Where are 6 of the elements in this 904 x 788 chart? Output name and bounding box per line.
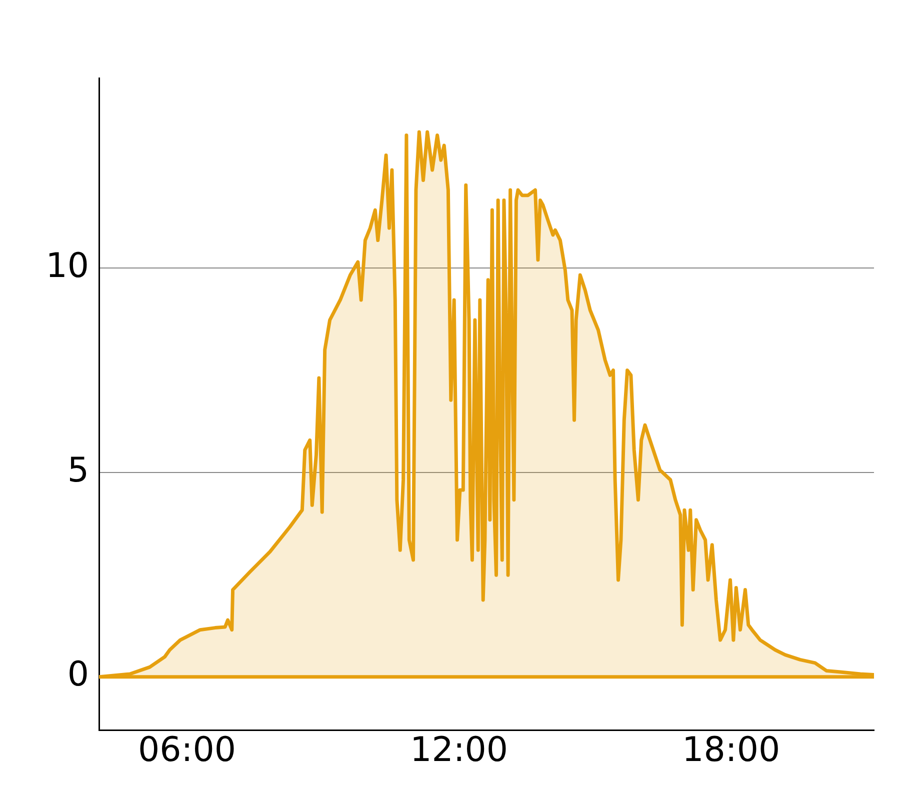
x-tick-label: 12:00	[410, 730, 508, 770]
x-tick-label: 06:00	[138, 730, 236, 770]
y-tick-label: 0	[67, 654, 89, 695]
y-tick-label: 5	[67, 450, 89, 490]
y-tick-label: 10	[46, 246, 89, 286]
x-tick-label: 18:00	[682, 730, 780, 770]
